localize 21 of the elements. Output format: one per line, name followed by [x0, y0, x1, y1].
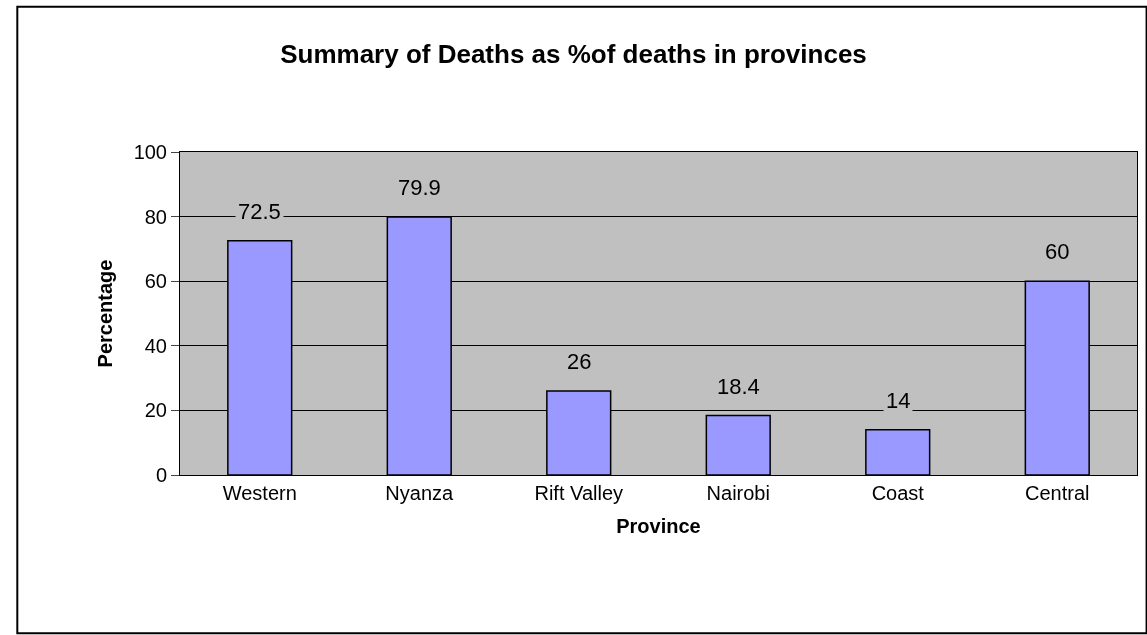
- chart-title: Summary of Deaths as %of deaths in provinces: [280, 38, 867, 69]
- y-tick-label: 80: [144, 205, 167, 228]
- data-label: 79.9: [398, 175, 441, 200]
- y-tick-label: 20: [144, 399, 167, 422]
- y-tick-label: 100: [133, 141, 167, 163]
- x-tick-label: Western: [222, 482, 297, 504]
- x-tick-label: Nairobi: [706, 482, 770, 504]
- y-tick-label: 0: [155, 464, 167, 486]
- data-label: 18.4: [717, 374, 760, 399]
- y-tick-label: 60: [144, 270, 167, 293]
- y-axis-title: Percentage: [94, 259, 117, 368]
- data-label: 26: [567, 349, 592, 374]
- y-tick-label: 40: [144, 334, 167, 357]
- data-label: 72.5: [238, 199, 281, 224]
- x-tick-label: Rift Valley: [534, 482, 624, 504]
- data-label: 60: [1045, 239, 1070, 264]
- data-label: 14: [886, 388, 911, 413]
- x-tick-label: Nyanza: [385, 482, 455, 504]
- x-axis-title: Province: [616, 514, 701, 537]
- x-tick-label: Coast: [871, 482, 925, 504]
- x-tick-label: Central: [1025, 482, 1090, 504]
